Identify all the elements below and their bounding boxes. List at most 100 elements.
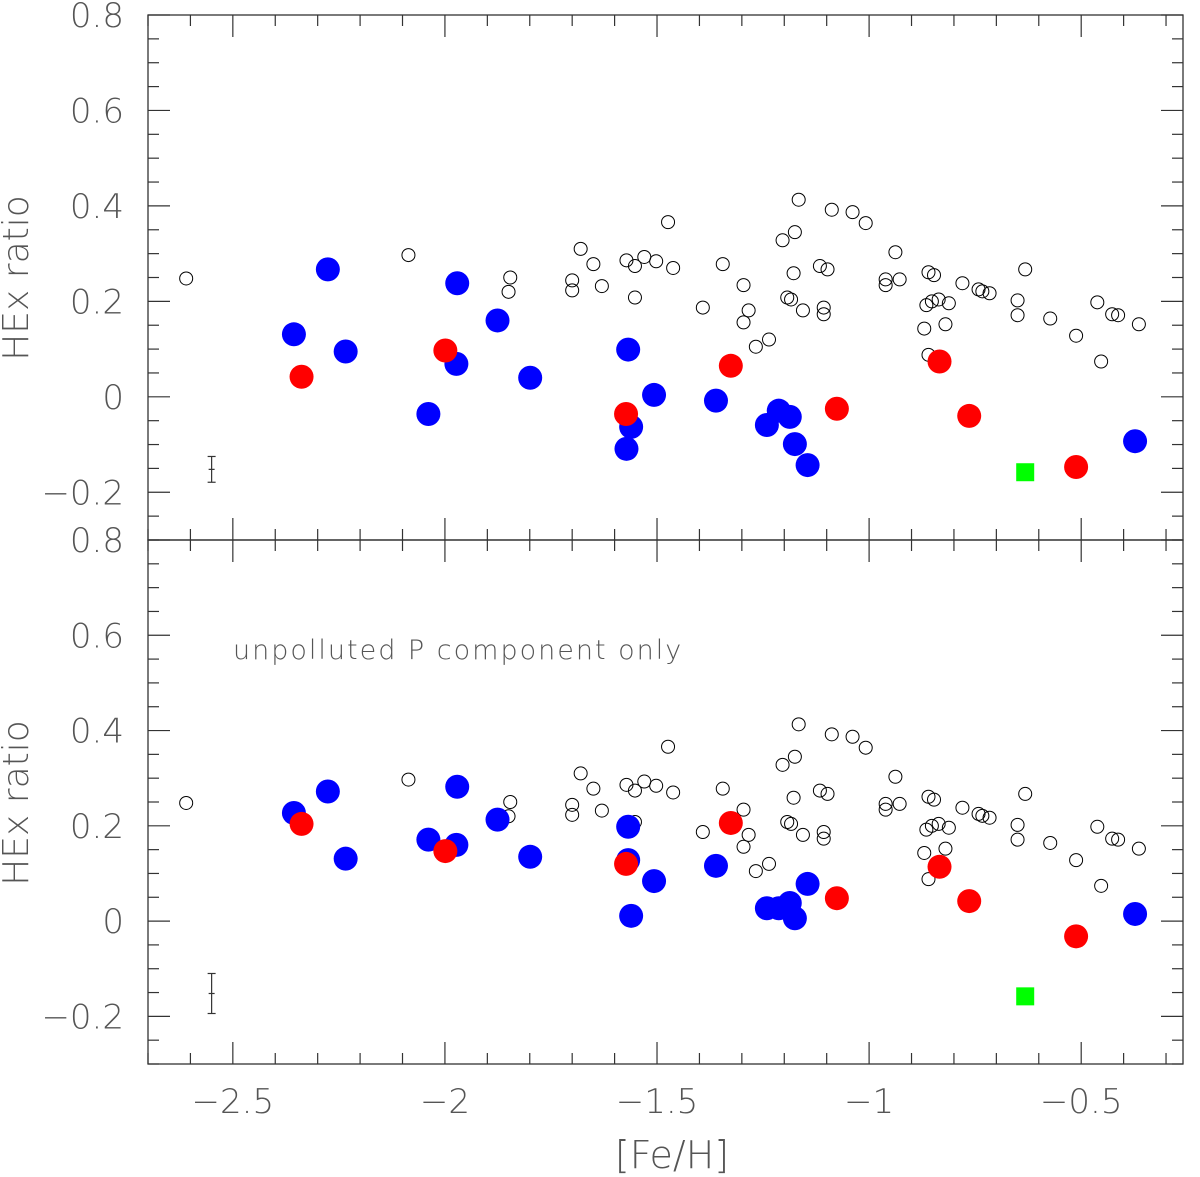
- open-circle-point: [1018, 262, 1033, 277]
- open-circle-point: [627, 783, 642, 798]
- open-circle-point: [795, 303, 810, 318]
- open-circle-point: [762, 856, 776, 871]
- open-circle-point: [1131, 317, 1146, 332]
- open-circle-point: [565, 283, 580, 298]
- open-circle-point: [736, 839, 751, 854]
- red-point: [1064, 924, 1089, 949]
- open-circle-point: [786, 266, 801, 281]
- open-circle-point: [845, 729, 860, 744]
- open-circle-point: [784, 292, 799, 307]
- x-axis-label: [Fe/H]: [615, 1133, 729, 1177]
- open-circle-point: [565, 807, 580, 822]
- open-circle-point: [695, 300, 710, 315]
- y-tick-label: −0.2: [41, 997, 124, 1037]
- x-tick-label: −1.5: [616, 1082, 699, 1122]
- red-point: [433, 338, 458, 363]
- open-circle-point: [787, 225, 802, 240]
- green-square-point: [1016, 987, 1035, 1006]
- open-circle-point: [661, 739, 676, 754]
- open-circle-point: [695, 825, 710, 840]
- x-tick-label: −1: [844, 1082, 894, 1122]
- open-circle-point: [775, 233, 790, 248]
- open-circle-point: [627, 259, 642, 274]
- y-tick-label: 0: [102, 378, 124, 418]
- y-axis-label-bottom: HEx ratio: [0, 720, 37, 886]
- open-circle-point: [888, 769, 903, 784]
- open-circle-point: [858, 216, 873, 231]
- blue-point: [795, 871, 820, 896]
- blue-point: [1123, 429, 1148, 454]
- open-circle-point: [594, 279, 609, 294]
- open-circle-point: [931, 816, 946, 831]
- open-circle-point: [921, 872, 936, 887]
- open-circle-point: [627, 290, 642, 305]
- open-circle-point: [1105, 307, 1120, 322]
- open-circle-point: [795, 827, 810, 842]
- open-circle-point: [748, 864, 763, 879]
- blue-point: [777, 404, 802, 429]
- open-circle-point: [878, 802, 893, 817]
- blue-point: [703, 853, 728, 878]
- open-circle-point: [736, 278, 751, 293]
- blue-point: [703, 388, 728, 413]
- open-circle-point: [1131, 841, 1146, 856]
- open-circle-point: [982, 286, 997, 301]
- red-point: [957, 889, 982, 914]
- open-circle-point: [586, 781, 601, 796]
- open-circle-point: [179, 795, 194, 810]
- blue-point: [619, 903, 644, 928]
- open-circle-point: [938, 317, 953, 332]
- open-circle-point: [878, 278, 893, 293]
- open-circle-point: [637, 774, 652, 789]
- open-circle-point: [573, 241, 588, 256]
- blue-point: [485, 308, 510, 333]
- y-tick-label: 0: [102, 902, 124, 942]
- blue-point: [616, 337, 641, 362]
- blue-point: [616, 814, 641, 839]
- open-circle-point: [1090, 819, 1105, 834]
- open-circle-point: [892, 272, 907, 287]
- red-point: [433, 839, 458, 864]
- open-circle-point: [816, 307, 831, 322]
- open-circle-point: [1090, 295, 1105, 310]
- open-circle-point: [1105, 831, 1120, 846]
- y-axis-label-top: HEx ratio: [0, 195, 37, 361]
- open-circle-point: [941, 820, 956, 835]
- blue-point: [416, 402, 441, 426]
- open-circle-point: [775, 757, 790, 772]
- red-point: [614, 402, 639, 426]
- x-tick-label: −2.5: [192, 1082, 275, 1122]
- y-tick-label: 0.2: [70, 807, 124, 847]
- plot-frame-0: [147, 14, 1184, 541]
- open-circle-point: [878, 796, 893, 811]
- red-point: [289, 364, 314, 389]
- blue-point: [315, 779, 340, 804]
- open-circle-point: [637, 249, 652, 264]
- open-circle-point: [736, 802, 751, 817]
- open-circle-point: [179, 271, 194, 286]
- open-circle-point: [1010, 817, 1025, 832]
- open-circle-point: [816, 831, 831, 846]
- open-circle-point: [762, 332, 776, 347]
- open-circle-point: [401, 772, 416, 787]
- open-circle-point: [501, 284, 516, 299]
- open-circle-point: [666, 260, 681, 275]
- blue-point: [333, 339, 358, 364]
- open-circle-point: [594, 803, 609, 818]
- open-circle-point: [892, 796, 907, 811]
- red-point: [957, 403, 982, 428]
- green-square-point: [1016, 463, 1035, 482]
- open-circle-point: [1111, 832, 1126, 847]
- blue-point: [642, 382, 667, 407]
- open-circle-point: [1043, 311, 1058, 326]
- y-tick-label: 0.4: [70, 712, 124, 752]
- open-circle-point: [824, 202, 839, 217]
- open-circle-point: [736, 315, 751, 330]
- red-point: [927, 854, 952, 879]
- open-circle-point: [1094, 878, 1109, 893]
- open-circle-point: [971, 806, 986, 821]
- open-circle-point: [917, 845, 932, 860]
- open-circle-point: [1010, 832, 1025, 847]
- open-circle-point: [1018, 786, 1033, 801]
- red-point: [718, 353, 743, 378]
